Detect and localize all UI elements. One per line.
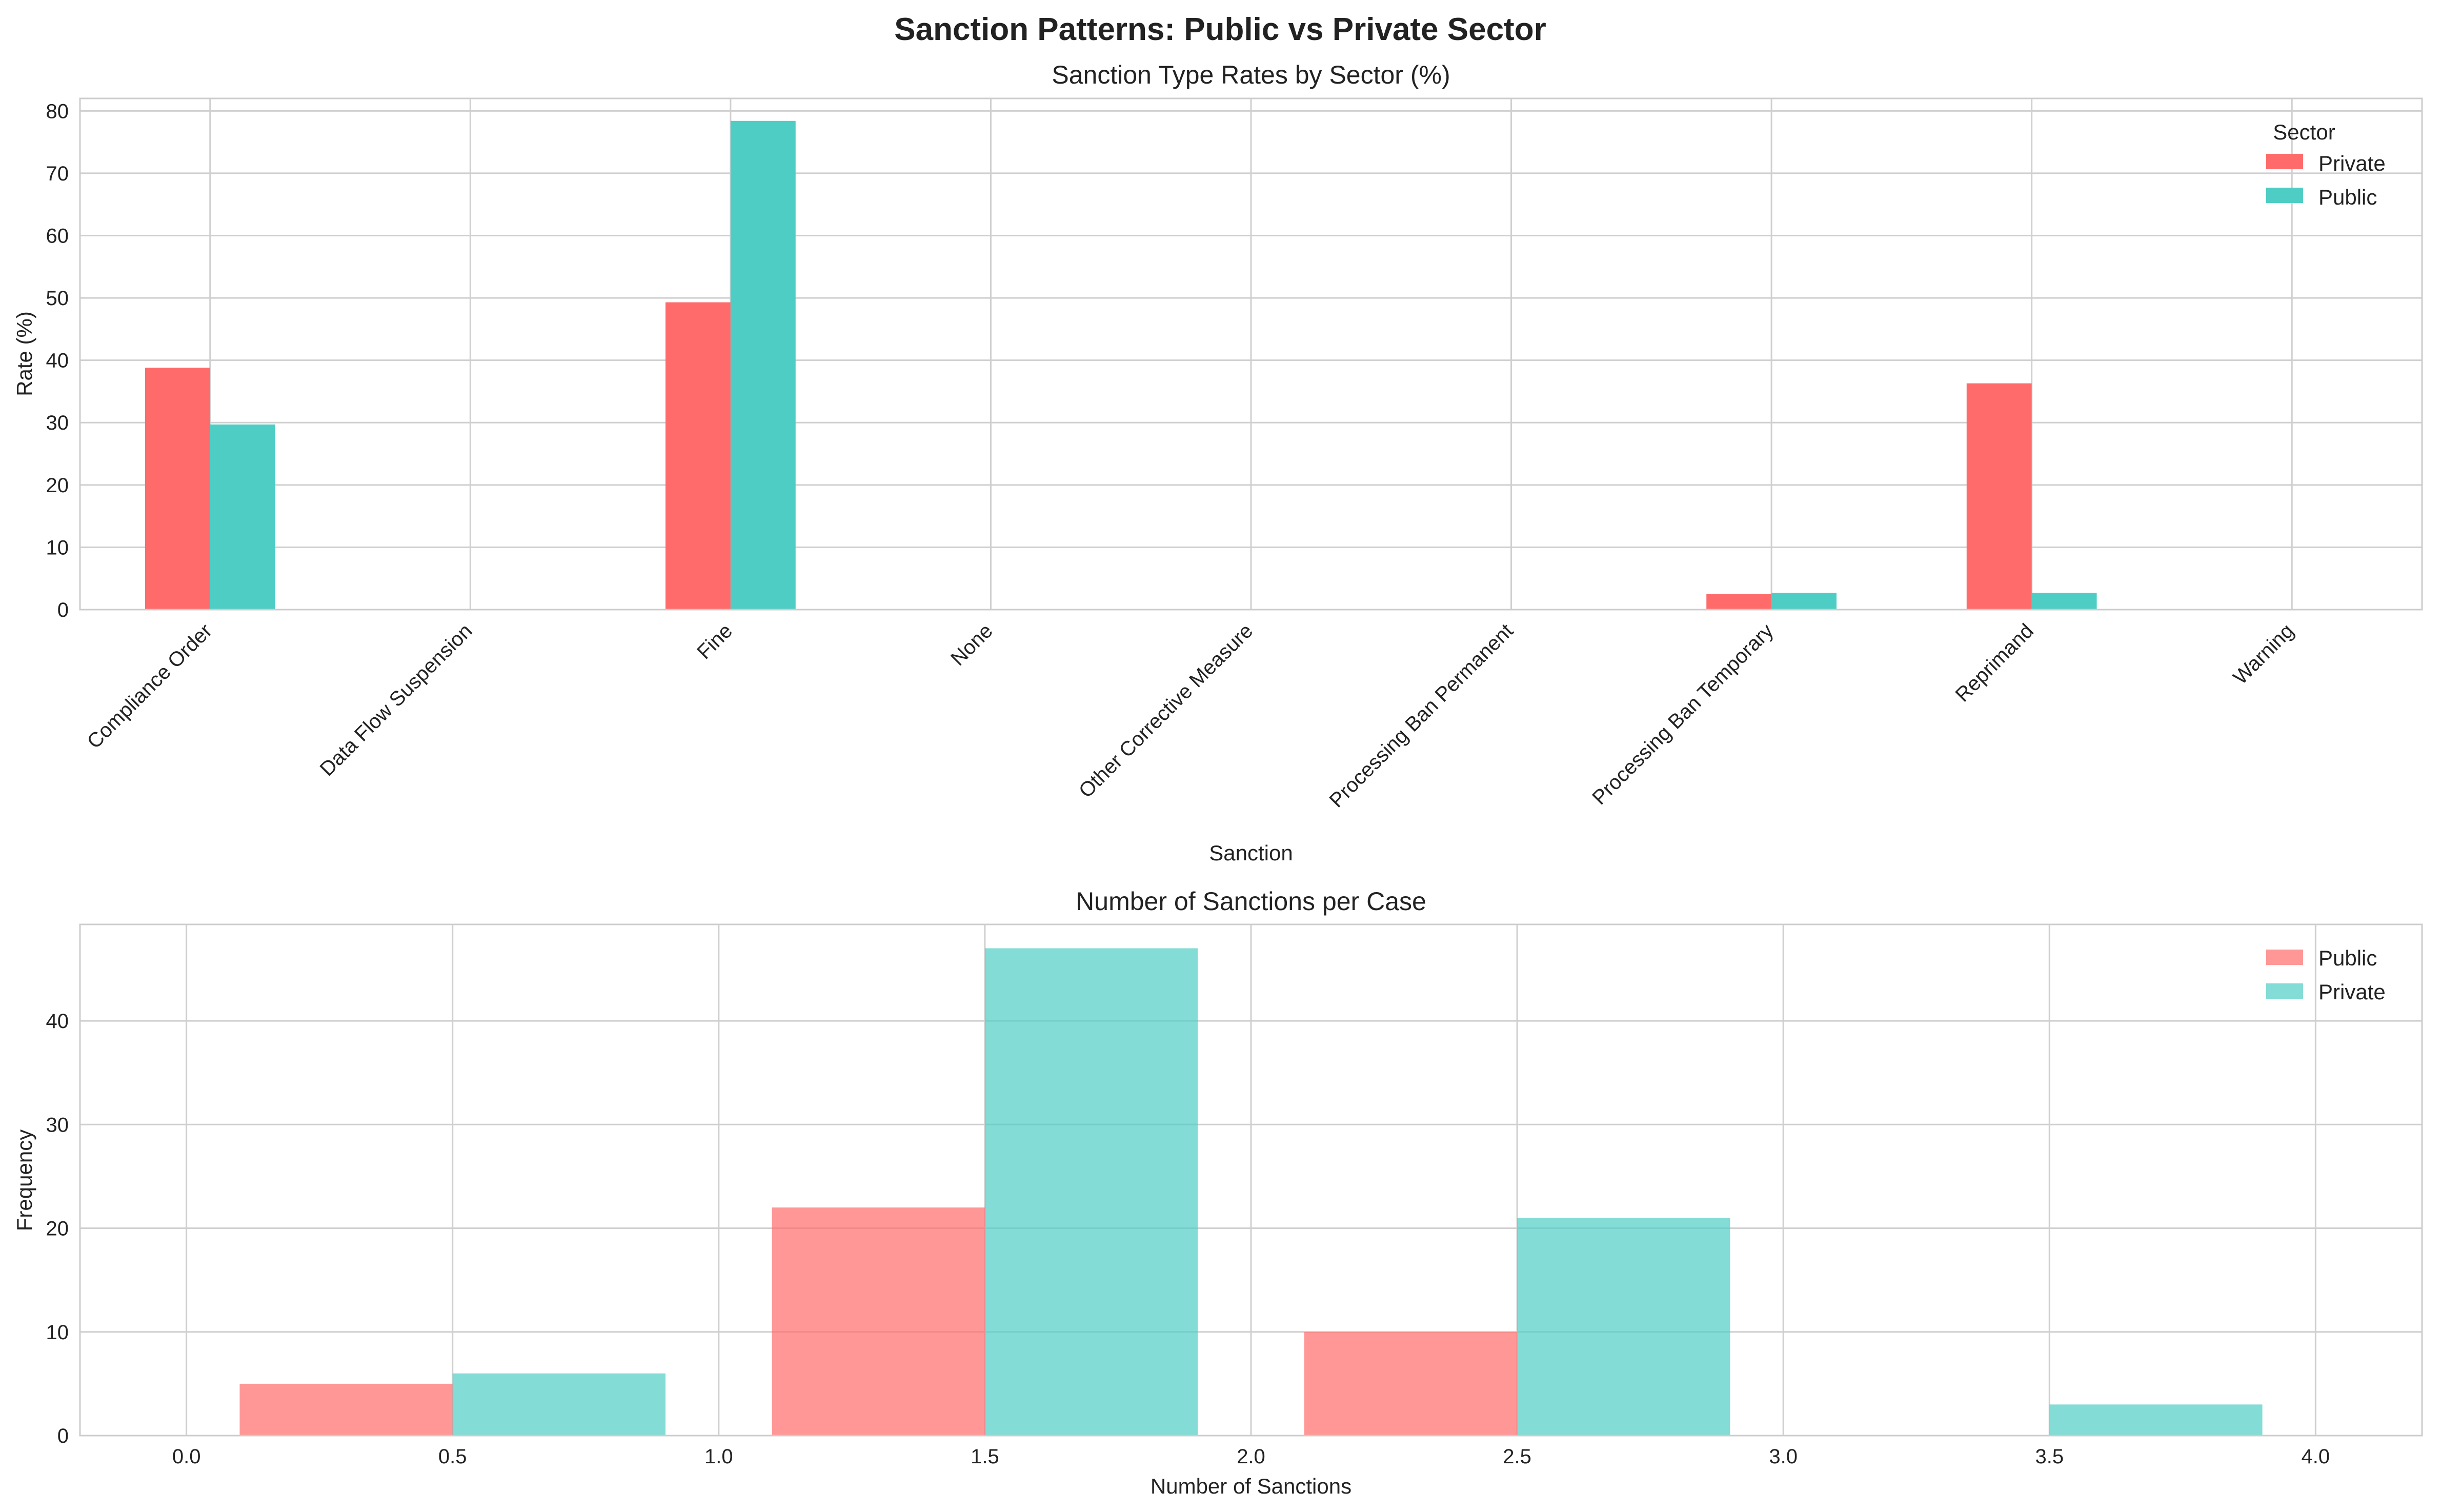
bar-private <box>1706 594 1772 610</box>
y-tick-label: 10 <box>46 536 69 559</box>
y-tick-label: 0 <box>57 599 69 621</box>
x-tick-label: 1.0 <box>704 1445 733 1468</box>
plot-frame <box>79 923 2423 1437</box>
x-tick-label: None <box>946 619 997 670</box>
bar-private <box>145 368 210 610</box>
x-tick-label: 0.5 <box>438 1445 467 1468</box>
legend-swatch-private <box>2266 983 2303 999</box>
y-tick-label: 30 <box>46 1114 69 1136</box>
hist-bar-public <box>1304 1332 1518 1436</box>
legend-label-private: Private <box>2318 151 2386 175</box>
y-tick-label: 80 <box>46 100 69 123</box>
figure-title: Sanction Patterns: Public vs Private Sec… <box>894 12 1546 47</box>
x-tick-label: 3.0 <box>1769 1445 1798 1468</box>
bar-public <box>2031 593 2097 610</box>
x-tick-label: Processing Ban Temporary <box>1588 619 1778 809</box>
y-tick-label: 40 <box>46 1010 69 1033</box>
x-tick-label: Compliance Order <box>83 619 217 753</box>
y-axis-label: Rate (%) <box>12 311 36 396</box>
x-tick-label: 2.0 <box>1237 1445 1265 1468</box>
y-tick-label: 50 <box>46 287 69 310</box>
y-tick-label: 0 <box>57 1425 69 1447</box>
x-axis-label: Sanction <box>1209 841 1293 865</box>
hist-bar-private <box>984 948 1198 1436</box>
y-tick-label: 30 <box>46 412 69 434</box>
legend-label-public: Public <box>2318 946 2377 970</box>
plot-frame <box>79 97 2423 611</box>
bar-private <box>665 302 731 610</box>
y-tick-label: 20 <box>46 1218 69 1240</box>
x-tick-label: Reprimand <box>1951 619 2038 706</box>
hist-bar-public <box>239 1383 453 1436</box>
x-tick-label: Warning <box>2229 619 2298 689</box>
legend-title: Sector <box>2273 120 2335 144</box>
bar-public <box>210 424 275 610</box>
legend-label-private: Private <box>2318 980 2386 1004</box>
legend: Public Private <box>2266 946 2386 1004</box>
hist-bar-private <box>452 1373 665 1436</box>
legend-swatch-private <box>2266 154 2303 169</box>
x-tick-label: Fine <box>693 619 737 663</box>
chart-title: Number of Sanctions per Case <box>1076 887 1426 916</box>
hist-bar-public <box>772 1207 985 1436</box>
x-tick-label: 3.5 <box>2035 1445 2064 1468</box>
x-tick-label: 0.0 <box>172 1445 201 1468</box>
x-tick-label: Processing Ban Permanent <box>1325 619 1517 812</box>
x-tick-label: 2.5 <box>1503 1445 1531 1468</box>
bar-public <box>730 120 796 610</box>
hist-bar-private <box>1517 1218 1730 1436</box>
y-tick-label: 10 <box>46 1321 69 1344</box>
legend-label-public: Public <box>2318 185 2377 209</box>
bar-private <box>1966 383 2032 610</box>
sanctions-per-case-chart: Number of Sanctions per Case 0 10 20 30 40 0… <box>12 887 2423 1498</box>
y-tick-label: 60 <box>46 225 69 247</box>
y-axis-label: Frequency <box>12 1130 36 1231</box>
x-axis-label: Number of Sanctions <box>1151 1474 1351 1498</box>
y-tick-label: 20 <box>46 474 69 497</box>
sanction-rate-chart: Sanction Type Rates by Sector (%) 0 10 20 3… <box>12 61 2423 865</box>
y-tick-label: 70 <box>46 163 69 185</box>
legend-swatch-public <box>2266 950 2303 965</box>
x-tick-label: 4.0 <box>2302 1445 2330 1468</box>
legend: Sector Private Public <box>2266 120 2386 209</box>
chart-title: Sanction Type Rates by Sector (%) <box>1052 61 1450 89</box>
x-tick-label: Other Corrective Measure <box>1075 619 1257 802</box>
bar-public <box>1771 593 1837 610</box>
hist-bar-private <box>2049 1404 2263 1436</box>
y-tick-label: 40 <box>46 350 69 372</box>
legend-swatch-public <box>2266 188 2303 203</box>
x-tick-label: Data Flow Suspension <box>316 619 477 780</box>
x-tick-label: 1.5 <box>971 1445 999 1468</box>
